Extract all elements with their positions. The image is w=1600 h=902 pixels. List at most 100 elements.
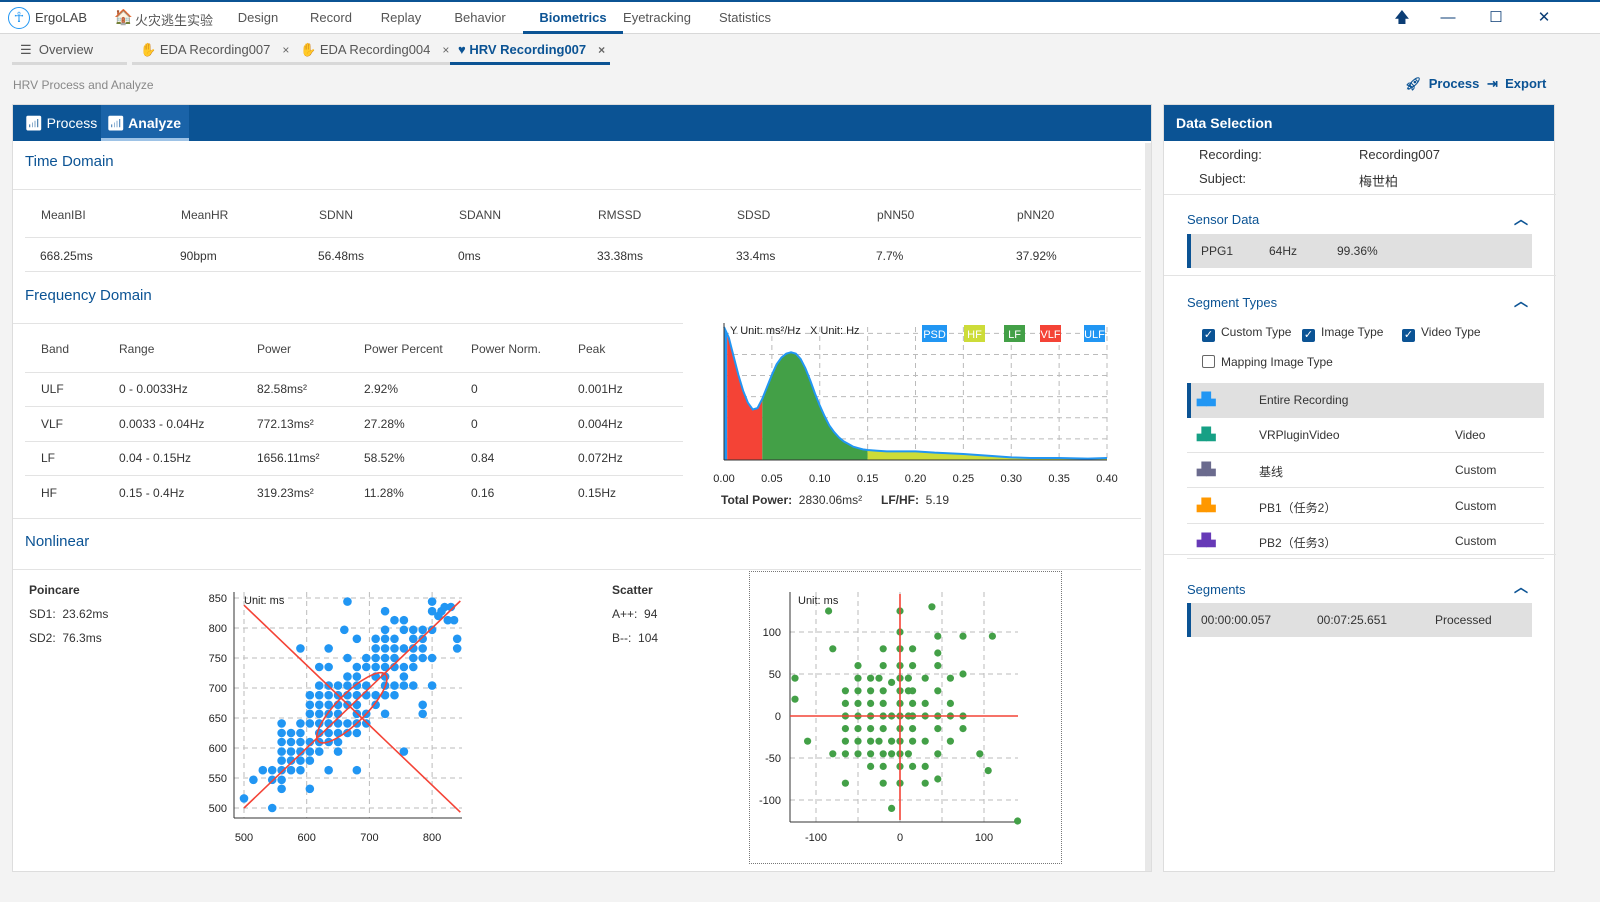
data-point [390,634,399,644]
data-point [277,728,286,738]
nav-design[interactable]: Design [237,10,279,25]
data-point [258,765,268,775]
home-icon[interactable]: 🏠 [114,9,133,26]
data-point [343,597,352,606]
perpendicular-line [243,604,461,813]
nav-biometrics[interactable]: Biometrics [523,2,623,34]
tab-process[interactable]: 📶︎ Process [25,115,98,131]
sensor-row[interactable]: PPG1 64Hz 99.36% [1187,234,1532,268]
subject-value: 梅世柏 [1359,174,1399,189]
checkbox-mapping-image-type[interactable]: Mapping Image Type [1202,355,1333,369]
data-point [399,747,409,756]
data-point [879,699,887,708]
data-point [909,725,917,733]
data-point [867,750,875,758]
data-point [791,674,799,682]
list-icon: ☰ [20,42,32,57]
legend-label: VLF [1040,329,1060,341]
close-tab-icon[interactable]: × [282,43,290,57]
td-header: SDNN [319,208,354,222]
data-point [333,681,343,690]
data-point [921,762,929,771]
nav-behavior[interactable]: Behavior [454,10,506,25]
tab-hrv-recording007[interactable]: ♥ HRV Recording007 × [450,35,610,65]
segment-item[interactable]: ▟▙ 基线 Custom [1187,453,1544,489]
close-tab-icon[interactable]: × [598,43,606,57]
nav-eyetracking[interactable]: Eyetracking [623,10,691,25]
segment-type-icon: ▟▙ [1197,497,1216,512]
data-point [305,737,315,747]
data-point [841,699,850,708]
pin-icon[interactable]: 🡅 [1394,9,1410,26]
collapse-chevron-icon[interactable]: ︿ [1514,293,1528,309]
data-point [371,700,380,710]
data-point [909,699,917,708]
segment-item[interactable]: ▟▙ Entire Recording [1187,383,1544,418]
data-point [380,690,390,700]
data-point [380,625,390,635]
close-tab-icon[interactable]: × [442,43,450,57]
data-point [427,606,437,616]
segment-item[interactable]: ▟▙ PB2（任务3） Custom [1187,524,1544,559]
data-point [867,762,875,771]
data-point [361,690,371,700]
checkbox-custom-type[interactable]: ✓ Custom Type [1202,325,1292,342]
data-point [427,653,437,663]
data-point [1014,817,1022,825]
tab-analyze[interactable]: 📶︎ Analyze [101,105,189,141]
segment-item[interactable]: ▟▙ VRPluginVideo Video [1187,418,1544,454]
td-header: RMSSD [598,208,642,222]
data-point [324,644,333,653]
tab-overview[interactable]: ☰ Overview [12,35,127,65]
data-point [928,603,936,611]
collapse-chevron-icon[interactable]: ︿ [1514,579,1528,595]
process-button[interactable]: 🚀︎ Process [1405,76,1480,91]
td-header: pNN20 [1017,208,1055,222]
y-tick-label: 100 [763,627,781,639]
checkbox-video-type[interactable]: ✓ Video Type [1402,325,1481,342]
data-point [305,719,315,728]
export-button[interactable]: ⇥ Export [1487,76,1547,91]
nav-statistics[interactable]: Statistics [718,10,771,25]
minimize-icon[interactable]: — [1440,9,1456,26]
close-icon[interactable]: ✕ [1537,9,1551,26]
checkbox-image-type[interactable]: ✓ Image Type [1302,325,1384,342]
nav-replay[interactable]: Replay [380,10,422,25]
data-point [343,653,352,663]
data-point [959,725,967,733]
tab-eda-recording007[interactable]: ✋ EDA Recording007 × [132,35,292,65]
maximize-icon[interactable]: ☐ [1489,9,1503,26]
segment-type-icon: ▟▙ [1197,392,1216,406]
analysis-panel: 📶︎ Process 📶︎ Analyze Time Domain Freque… [12,104,1152,872]
data-point [904,750,913,758]
segment-item[interactable]: ▟▙ PB1（任务2） Custom [1187,489,1544,524]
data-point [909,762,917,771]
data-point [452,644,462,653]
data-point [934,687,942,695]
tab-eda-recording004[interactable]: ✋ EDA Recording004 × [292,35,450,65]
segment-row[interactable]: 00:00:00.057 00:07:25.651 Processed [1187,603,1532,637]
data-point [841,779,850,787]
data-point [277,756,286,765]
fd-cell: 772.13ms² [257,416,314,431]
legend-label: PSD [923,329,946,341]
fd-cell: 0.001Hz [578,382,623,396]
fd-cell: 82.58ms² [257,382,308,396]
data-point [888,737,896,745]
frequency-domain-title: Frequency Domain [25,287,152,304]
rocket-icon: 🚀︎ [1405,76,1422,91]
nav-record[interactable]: Record [310,10,352,25]
data-point [418,625,427,635]
band-area-lf [762,352,868,460]
data-point [324,662,333,672]
data-point [390,690,399,700]
project-name[interactable]: 火灾逃生实验 [135,13,214,28]
scrollbar[interactable] [1145,143,1151,871]
y-tick-label: 750 [209,653,227,665]
segment-type-icon: ▟▙ [1197,462,1216,477]
data-point [841,750,850,758]
data-point [791,695,799,703]
fd-cell: 0.0033 - 0.04Hz [119,416,205,431]
collapse-chevron-icon[interactable]: ︿ [1514,211,1528,227]
data-point [825,607,833,615]
